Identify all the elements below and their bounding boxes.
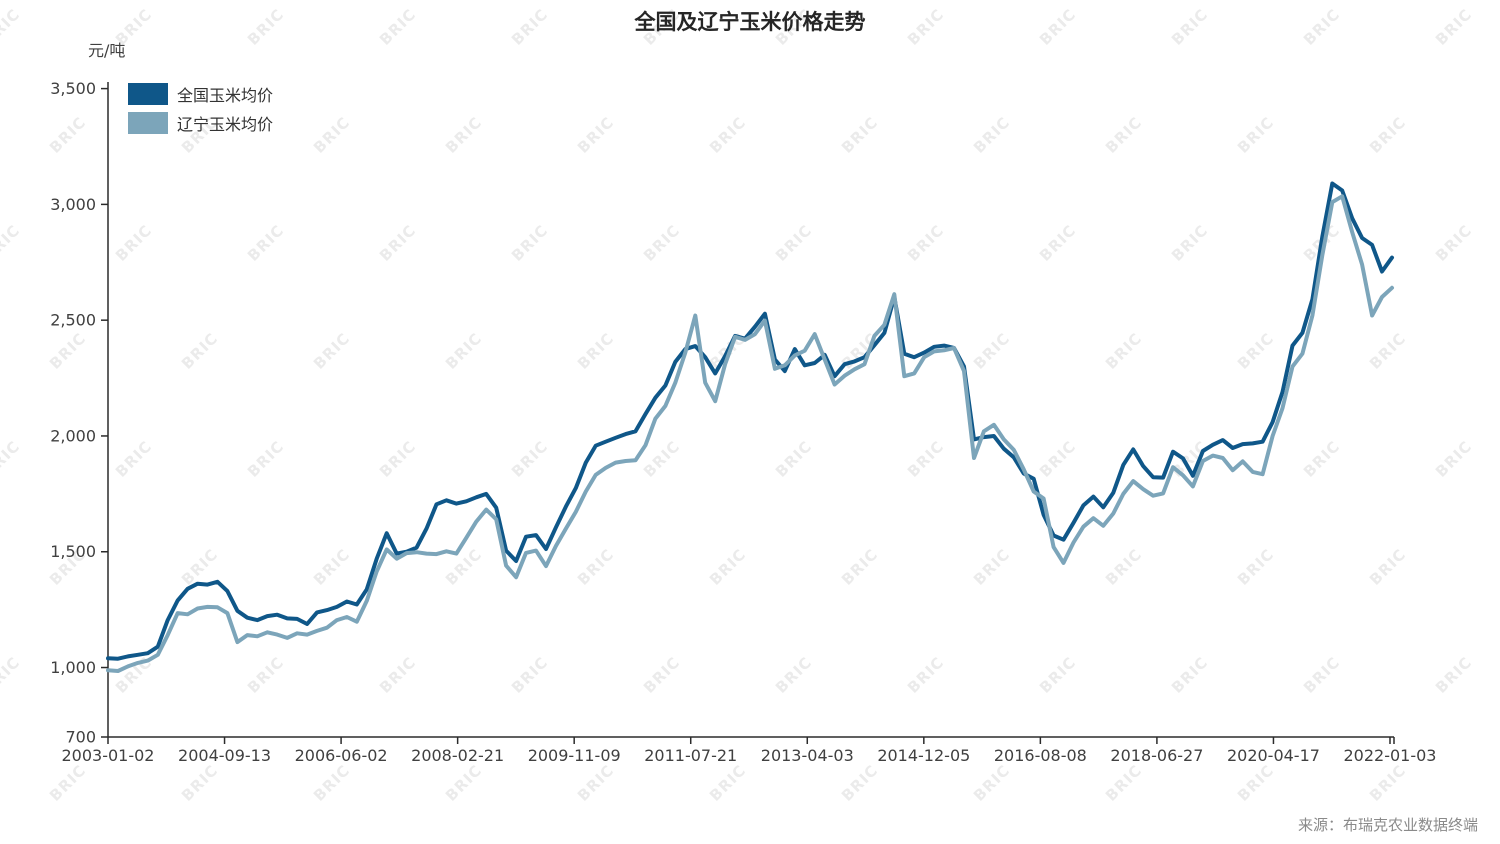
x-tick-label: 2006-06-02 [295, 746, 388, 765]
y-tick-label: 1,000 [50, 658, 96, 677]
legend-item-national: 全国玉米均价 [128, 83, 273, 105]
national-series-line [106, 181, 1394, 661]
y-tick-label: 700 [65, 728, 96, 747]
x-tick-label: 2003-01-02 [62, 746, 155, 765]
x-tick-label: 2004-09-13 [178, 746, 271, 765]
national-series-swatch [128, 83, 168, 105]
x-tick-label: 2014-12-05 [877, 746, 970, 765]
y-axis-unit-label: 元/吨 [88, 41, 126, 60]
x-tick-label: 2008-02-21 [411, 746, 504, 765]
x-tick-label: 2009-11-09 [528, 746, 621, 765]
legend-item-liaoning: 辽宁玉米均价 [128, 112, 273, 134]
y-tick-label: 1,500 [50, 542, 96, 561]
legend-label-national: 全国玉米均价 [177, 86, 274, 105]
liaoning-series-line [106, 194, 1394, 673]
x-tick-label: 2013-04-03 [761, 746, 854, 765]
x-tick-label: 2011-07-21 [644, 746, 737, 765]
legend-label-liaoning: 辽宁玉米均价 [177, 115, 274, 134]
liaoning-series-swatch [128, 112, 168, 134]
chart-title: 全国及辽宁玉米价格走势 [634, 10, 866, 34]
y-tick-label: 2,000 [50, 426, 96, 445]
y-tick-label: 2,500 [50, 311, 96, 330]
chart-legend: 全国玉米均价 辽宁玉米均价 [128, 83, 273, 141]
source-note: 来源：布瑞克农业数据终端 [1297, 816, 1478, 834]
x-tick-label: 2020-04-17 [1227, 746, 1320, 765]
x-tick-label: 2022-01-03 [1344, 746, 1437, 765]
y-tick-label: 3,500 [50, 79, 96, 98]
x-tick-label: 2016-08-08 [994, 746, 1087, 765]
y-tick-label: 3,000 [50, 195, 96, 214]
x-tick-label: 2018-06-27 [1110, 746, 1203, 765]
